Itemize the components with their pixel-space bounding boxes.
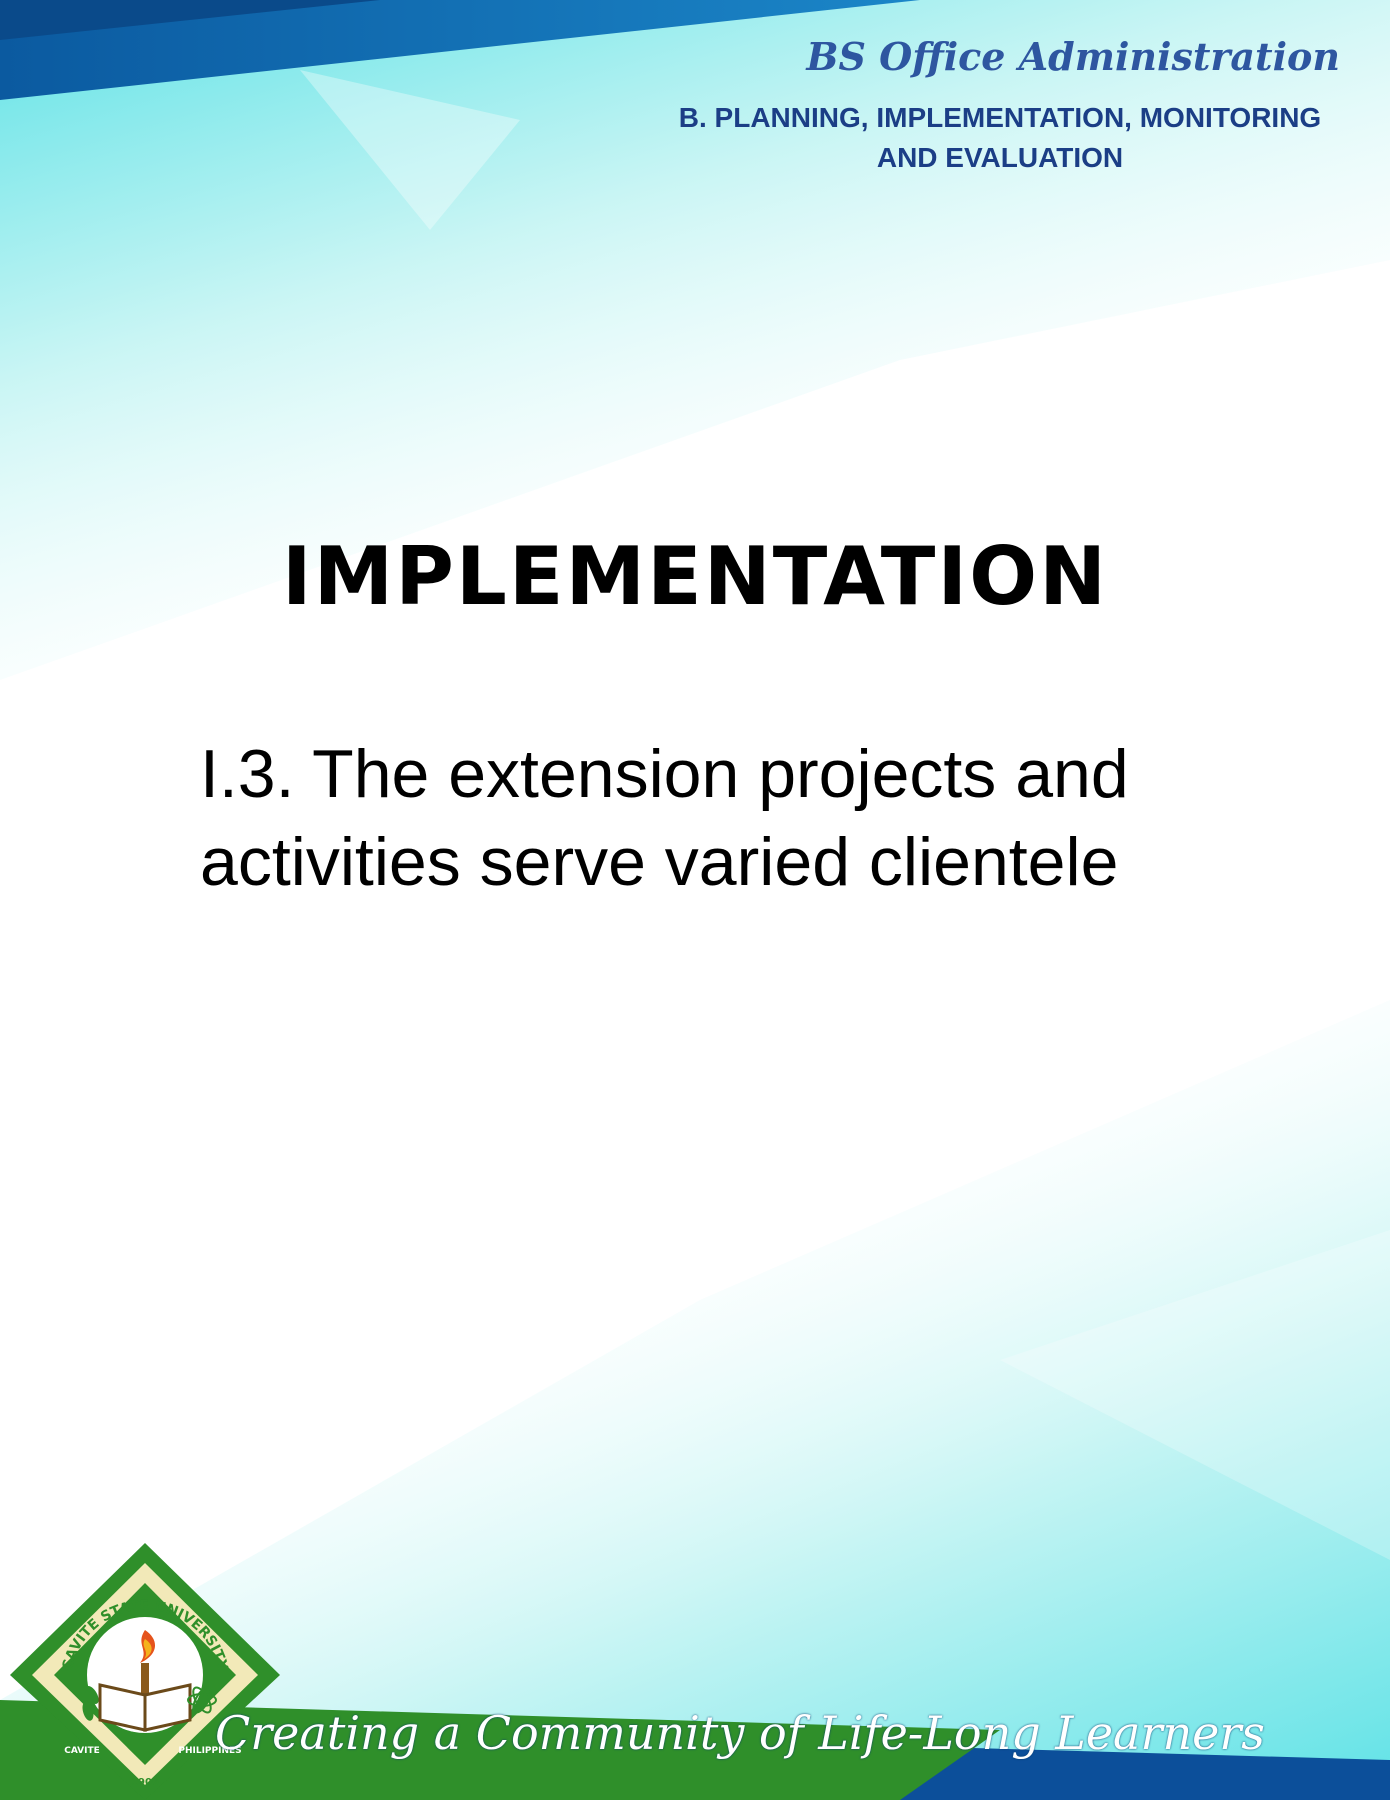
section-title-line-1: B. PLANNING, IMPLEMENTATION, MONITORING [678,102,1322,133]
section-title: B. PLANNING, IMPLEMENTATION, MONITORING … [620,98,1380,178]
torch-icon [140,1630,156,1697]
university-seal-logo: CAVITE STATE UNIVERSITY CAVITE PHILIPPIN… [10,1543,280,1800]
criterion-statement-line-1: I.3. The extension projects and [200,736,1129,812]
laurel-icon [82,1685,99,1721]
criterion-statement: I.3. The extension projects and activiti… [200,730,1240,906]
footer-band [0,1700,1390,1800]
program-title: BS Office Administration [806,34,1340,79]
seal-country: PHILIPPINES [178,1746,241,1756]
open-book-icon [98,1683,192,1732]
criterion-statement-line-2: activities serve varied clientele [200,824,1119,900]
section-title-line-2: AND EVALUATION [876,142,1124,173]
page-title: IMPLEMENTATION [281,530,1109,623]
seal-year: 1906 [131,1777,159,1788]
footer-tagline: Creating a Community of Life-Long Learne… [215,1706,1265,1760]
seal-location: CAVITE [64,1746,100,1756]
atom-icon [187,1686,217,1714]
